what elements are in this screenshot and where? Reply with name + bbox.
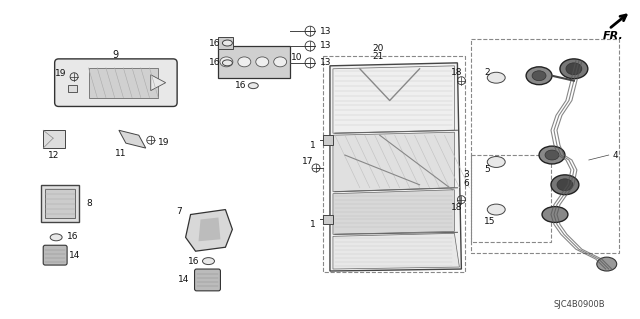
Polygon shape — [333, 66, 454, 133]
Bar — [323, 56, 465, 272]
Ellipse shape — [560, 59, 588, 79]
Bar — [218, 46, 290, 78]
Ellipse shape — [223, 40, 232, 46]
Bar — [88, 68, 158, 98]
Text: 18: 18 — [451, 203, 462, 212]
Ellipse shape — [238, 57, 251, 67]
Text: 19: 19 — [56, 69, 67, 78]
Text: 11: 11 — [115, 149, 127, 158]
Polygon shape — [330, 63, 461, 271]
Bar — [44, 130, 65, 148]
Text: 14: 14 — [69, 251, 81, 260]
Text: 16: 16 — [235, 81, 246, 90]
Ellipse shape — [487, 157, 505, 167]
Ellipse shape — [274, 57, 287, 67]
Ellipse shape — [532, 71, 546, 81]
Text: 16: 16 — [188, 256, 199, 266]
Text: 4: 4 — [613, 151, 618, 160]
Ellipse shape — [248, 83, 259, 89]
Polygon shape — [119, 130, 146, 148]
Text: 16: 16 — [67, 232, 79, 241]
Text: 1: 1 — [310, 141, 316, 150]
Ellipse shape — [551, 175, 579, 195]
Text: 8: 8 — [86, 199, 92, 208]
Polygon shape — [151, 75, 166, 91]
Text: 15: 15 — [483, 217, 495, 226]
Text: 1: 1 — [310, 220, 316, 229]
Bar — [471, 155, 551, 242]
Text: 2: 2 — [484, 68, 490, 77]
Ellipse shape — [202, 258, 214, 264]
Ellipse shape — [557, 179, 573, 191]
Text: 10: 10 — [291, 53, 303, 63]
Bar — [471, 39, 619, 253]
Bar — [41, 185, 79, 222]
Polygon shape — [333, 132, 454, 192]
Text: 3: 3 — [463, 170, 469, 179]
FancyBboxPatch shape — [44, 245, 67, 265]
Text: 7: 7 — [176, 207, 182, 216]
Polygon shape — [186, 210, 232, 251]
Ellipse shape — [487, 204, 505, 215]
Text: 19: 19 — [158, 138, 170, 147]
Ellipse shape — [487, 72, 505, 83]
Text: 21: 21 — [372, 52, 383, 61]
Text: 12: 12 — [47, 151, 59, 160]
Bar — [45, 189, 75, 219]
Text: FR.: FR. — [603, 31, 623, 41]
Polygon shape — [333, 190, 454, 234]
FancyBboxPatch shape — [195, 269, 220, 291]
FancyBboxPatch shape — [54, 59, 177, 107]
Text: 5: 5 — [484, 166, 490, 174]
Ellipse shape — [50, 234, 62, 241]
Text: 13: 13 — [320, 41, 332, 50]
Ellipse shape — [542, 207, 568, 222]
Ellipse shape — [596, 257, 617, 271]
Text: SJC4B0900B: SJC4B0900B — [553, 300, 605, 309]
Ellipse shape — [526, 67, 552, 85]
Text: 13: 13 — [320, 58, 332, 67]
Ellipse shape — [539, 146, 565, 164]
Text: 6: 6 — [463, 179, 469, 188]
Text: 16: 16 — [209, 58, 220, 67]
Ellipse shape — [220, 57, 233, 67]
Text: 14: 14 — [178, 275, 189, 285]
Polygon shape — [198, 218, 220, 241]
Text: 16: 16 — [209, 39, 220, 48]
Bar — [323, 214, 333, 225]
Text: 20: 20 — [372, 44, 383, 54]
Ellipse shape — [566, 63, 582, 75]
Bar — [218, 37, 234, 49]
Bar — [68, 85, 77, 92]
Text: 9: 9 — [113, 50, 119, 60]
Text: 18: 18 — [451, 68, 462, 77]
Ellipse shape — [545, 150, 559, 160]
Text: 13: 13 — [320, 26, 332, 36]
Ellipse shape — [256, 57, 269, 67]
Ellipse shape — [223, 60, 232, 66]
Polygon shape — [333, 234, 460, 269]
Text: 17: 17 — [302, 158, 314, 167]
Bar — [323, 135, 333, 145]
